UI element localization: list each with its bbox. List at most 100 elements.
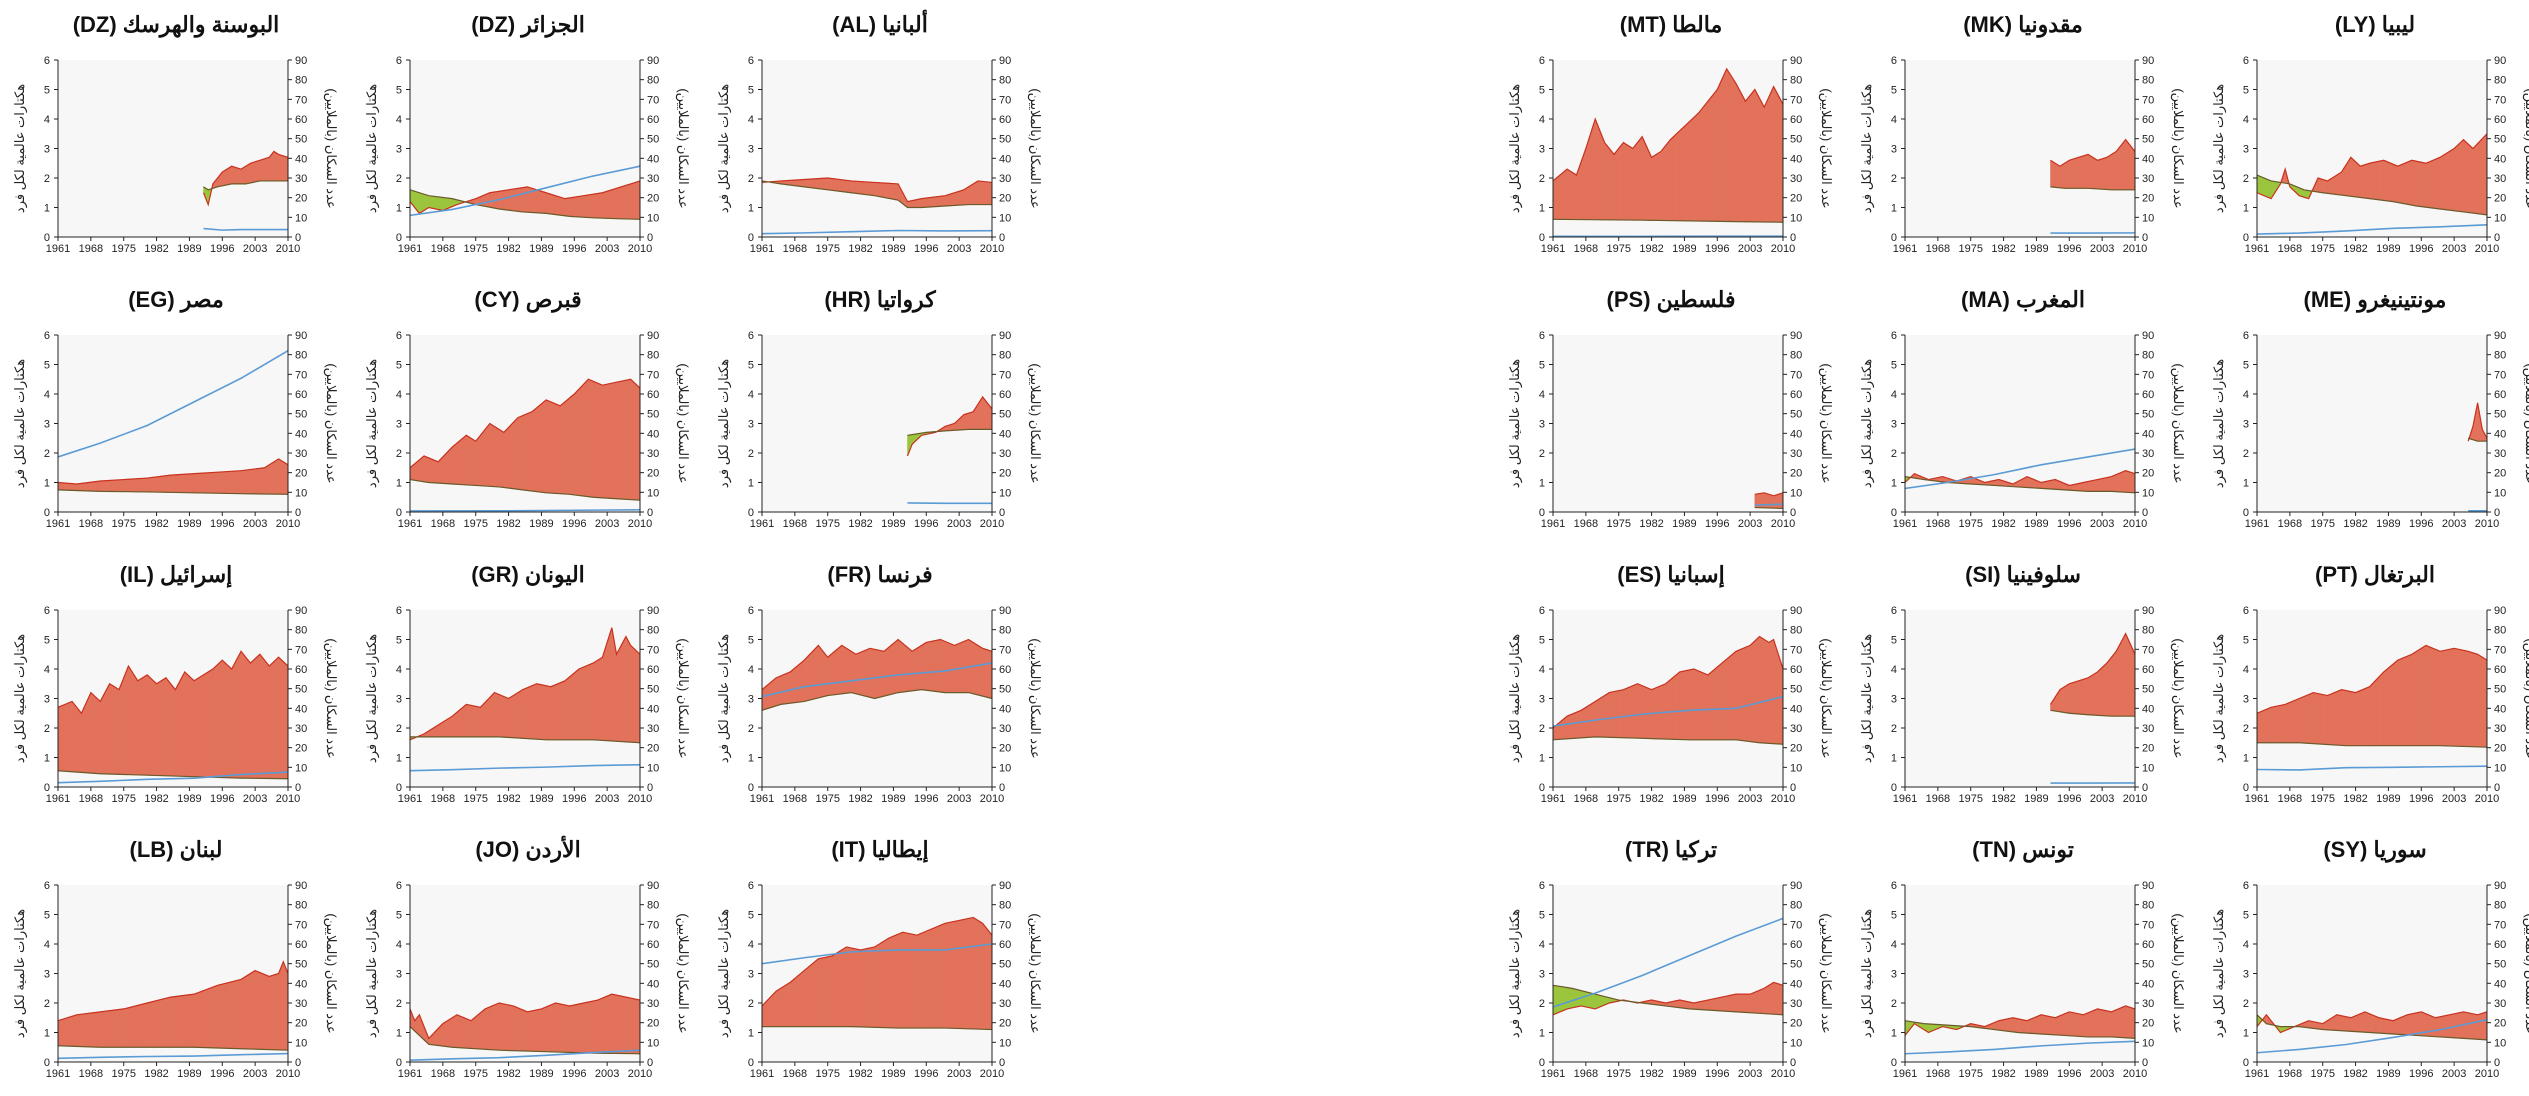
y-right-label: عدد السكان (بالملايين) [1818,363,1834,483]
y-right-label: عدد السكان (بالملايين) [675,638,691,758]
x-tick-label: 1989 [2024,243,2048,255]
left-tick-label: 5 [396,85,402,97]
right-tick-label: 50 [2142,134,2154,146]
x-tick-label: 1961 [750,793,774,805]
x-tick-label: 1961 [750,1068,774,1080]
right-tick-label: 90 [295,880,307,892]
x-tick-label: 1996 [2409,243,2433,255]
x-tick-label: 1989 [2024,518,2048,530]
x-tick-label: 2003 [595,793,619,805]
left-tick-label: 1 [748,203,754,215]
left-tick-label: 1 [396,753,402,765]
right-tick-label: 80 [647,75,659,87]
x-tick-label: 2003 [595,518,619,530]
right-tick-label: 80 [295,75,307,87]
right-tick-label: 90 [295,330,307,342]
left-tick-label: 6 [748,605,754,617]
right-tick-label: 70 [2142,369,2154,381]
left-tick-label: 4 [396,939,402,951]
right-tick-label: 60 [2494,664,2506,676]
left-tick-label: 1 [44,203,50,215]
x-tick-label: 2003 [947,1068,971,1080]
right-tick-label: 50 [1790,959,1802,971]
left-tick-label: 3 [748,419,754,431]
x-tick-label: 1996 [210,243,234,255]
y-right-label: عدد السكان (بالملايين) [2522,88,2529,208]
left-tick-label: 1 [2243,478,2249,490]
y-right-label: عدد السكان (بالملايين) [675,363,691,483]
y-right-label: عدد السكان (بالملايين) [675,88,691,208]
right-tick-label: 10 [295,762,307,774]
left-tick-label: 1 [748,1028,754,1040]
x-tick-label: 1996 [2057,518,2081,530]
y-left-label: هكتارات عالمية لكل فرد [716,909,732,1038]
right-tick-label: 40 [999,703,1011,715]
x-tick-label: 1989 [881,1068,905,1080]
x-tick-label: 1982 [496,243,520,255]
x-tick-label: 1982 [2343,243,2367,255]
left-tick-label: 4 [748,114,754,126]
right-tick-label: 70 [999,94,1011,106]
plot-area [2257,335,2487,512]
x-tick-label: 1961 [750,243,774,255]
right-tick-label: 30 [1790,723,1802,735]
left-tick-label: 4 [1891,664,1897,676]
plot-area [762,60,992,237]
x-tick-label: 1989 [881,243,905,255]
left-tick-label: 3 [396,694,402,706]
right-tick-label: 60 [999,939,1011,951]
left-tick-label: 4 [396,389,402,401]
right-tick-label: 50 [999,409,1011,421]
left-tick-label: 1 [44,1028,50,1040]
right-tick-label: 30 [295,448,307,460]
left-tick-label: 5 [1539,910,1545,922]
left-tick-label: 2 [1539,448,1545,460]
right-tick-label: 50 [2494,134,2506,146]
right-tick-label: 10 [2142,487,2154,499]
right-tick-label: 70 [295,94,307,106]
left-tick-label: 6 [396,880,402,892]
x-tick-label: 1975 [2310,243,2334,255]
left-tick-label: 3 [748,969,754,981]
right-tick-label: 90 [1790,330,1802,342]
x-tick-label: 1968 [2278,518,2302,530]
x-tick-label: 1961 [1893,243,1917,255]
x-tick-label: 2010 [980,243,1004,255]
x-tick-label: 2003 [1738,518,1762,530]
x-tick-label: 1961 [1541,1068,1565,1080]
right-tick-label: 80 [2494,350,2506,362]
y-left-label: هكتارات عالمية لكل فرد [364,84,380,213]
x-tick-label: 1968 [1926,243,1950,255]
x-tick-label: 1968 [783,1068,807,1080]
right-tick-label: 50 [2494,409,2506,421]
right-tick-label: 70 [2494,644,2506,656]
x-tick-label: 2003 [947,243,971,255]
right-tick-label: 50 [999,684,1011,696]
left-tick-label: 6 [396,55,402,67]
right-tick-label: 90 [2142,55,2154,67]
right-tick-label: 20 [999,1018,1011,1030]
x-tick-label: 1996 [562,793,586,805]
left-tick-label: 5 [396,910,402,922]
right-tick-label: 60 [295,939,307,951]
right-tick-label: 50 [647,684,659,696]
right-tick-label: 20 [1790,468,1802,480]
x-tick-label: 1982 [496,518,520,530]
left-tick-label: 2 [396,723,402,735]
left-tick-label: 4 [44,939,50,951]
left-tick-label: 2 [396,448,402,460]
